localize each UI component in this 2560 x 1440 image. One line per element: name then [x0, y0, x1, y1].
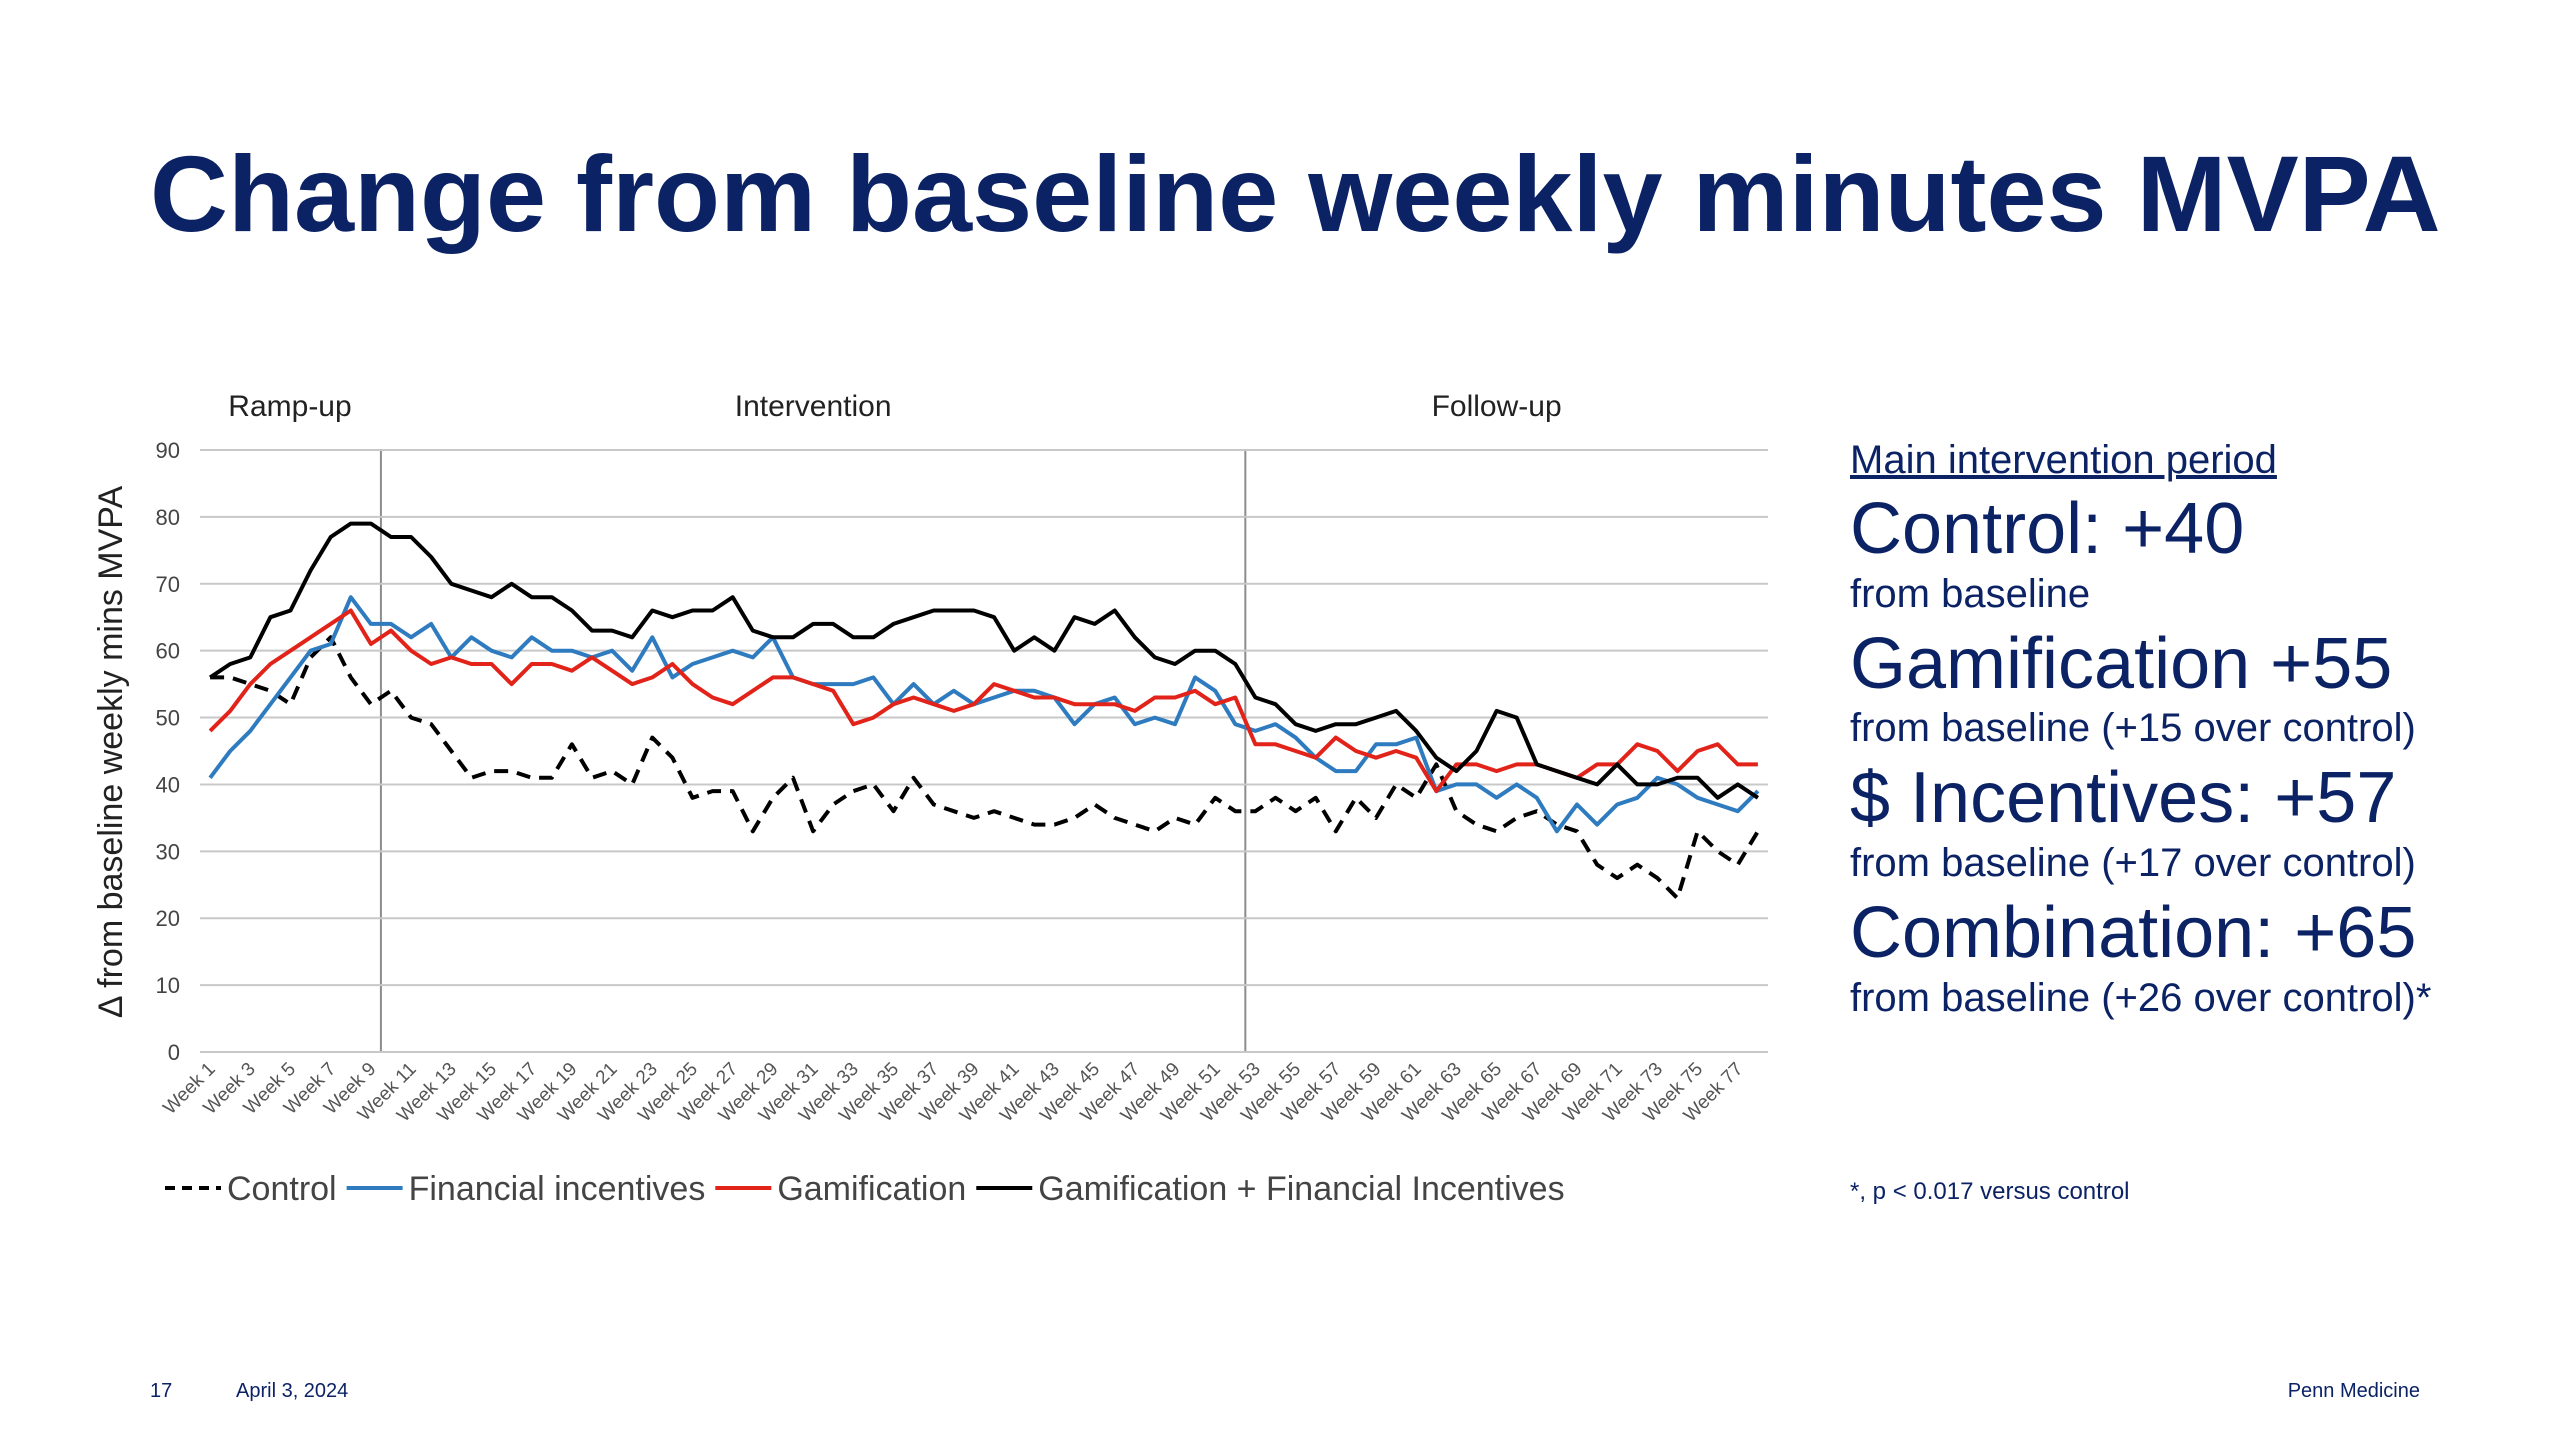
footer-date: April 3, 2024: [236, 1380, 349, 1402]
footer-brand: Penn Medicine: [2287, 1380, 2420, 1402]
summary-incentives-note: from baseline (+17 over control): [1850, 840, 2416, 885]
slide-title: Change from baseline weekly minutes MVPA: [150, 133, 2441, 254]
summary-panel: Main intervention period Control: +40 fr…: [1850, 438, 2530, 1022]
footnote: *, p < 0.017 versus control: [1850, 1178, 2130, 1205]
page-number: 17: [150, 1380, 173, 1402]
series-line-1: [208, 595, 1760, 834]
legend-label: Gamification + Financial Incentives: [1038, 1170, 1564, 1208]
phase-label: Intervention: [735, 390, 892, 423]
series-line-2: [208, 608, 1758, 794]
y-tick-label: 40: [156, 772, 180, 797]
summary-control-note: from baseline: [1850, 571, 2091, 616]
y-tick-label: 0: [168, 1040, 180, 1065]
y-tick-label: 60: [156, 639, 180, 664]
y-axis-title: Δ from baseline weekly mins MVPA: [92, 486, 130, 1019]
summary-gamification-value: Gamification +55: [1850, 623, 2393, 704]
summary-combination-value: Combination: +65: [1850, 892, 2417, 973]
y-tick-label: 90: [156, 438, 180, 463]
summary-combination-note: from baseline (+26 over control)*: [1850, 975, 2432, 1020]
chart-legend: Control Financial incentives Gamification G…: [165, 1170, 1565, 1208]
y-tick-label: 50: [156, 706, 180, 731]
y-tick-label: 30: [156, 839, 180, 864]
legend-label: Gamification: [777, 1170, 966, 1208]
legend-label: Financial incentives: [409, 1170, 706, 1208]
phase-separators: Ramp-up Intervention Follow-up: [228, 390, 1562, 1052]
summary-control-value: Control: +40: [1850, 489, 2245, 569]
phase-label: Follow-up: [1432, 390, 1562, 423]
y-axis-ticks: 0 10 20 30 40 50 60 70 80 90: [156, 438, 180, 1065]
series-line-3: [208, 521, 1760, 800]
legend-label: Control: [227, 1170, 337, 1208]
y-tick-label: 20: [156, 906, 180, 931]
summary-incentives-value: $ Incentives: +57: [1850, 758, 2397, 839]
chart-gridlines: [200, 449, 1768, 1053]
phase-label: Ramp-up: [228, 390, 351, 423]
y-tick-label: 70: [156, 572, 180, 597]
chart-series: [208, 521, 1760, 901]
summary-heading: Main intervention period: [1850, 438, 2277, 482]
series-line-0: [210, 635, 1760, 901]
y-tick-label: 10: [156, 973, 180, 998]
summary-gamification-note: from baseline (+15 over control): [1850, 706, 2416, 751]
y-tick-label: 80: [156, 505, 180, 530]
